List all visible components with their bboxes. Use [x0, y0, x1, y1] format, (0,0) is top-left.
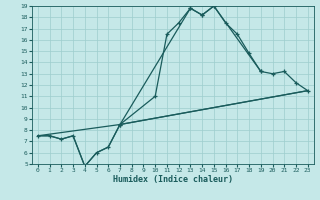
- X-axis label: Humidex (Indice chaleur): Humidex (Indice chaleur): [113, 175, 233, 184]
